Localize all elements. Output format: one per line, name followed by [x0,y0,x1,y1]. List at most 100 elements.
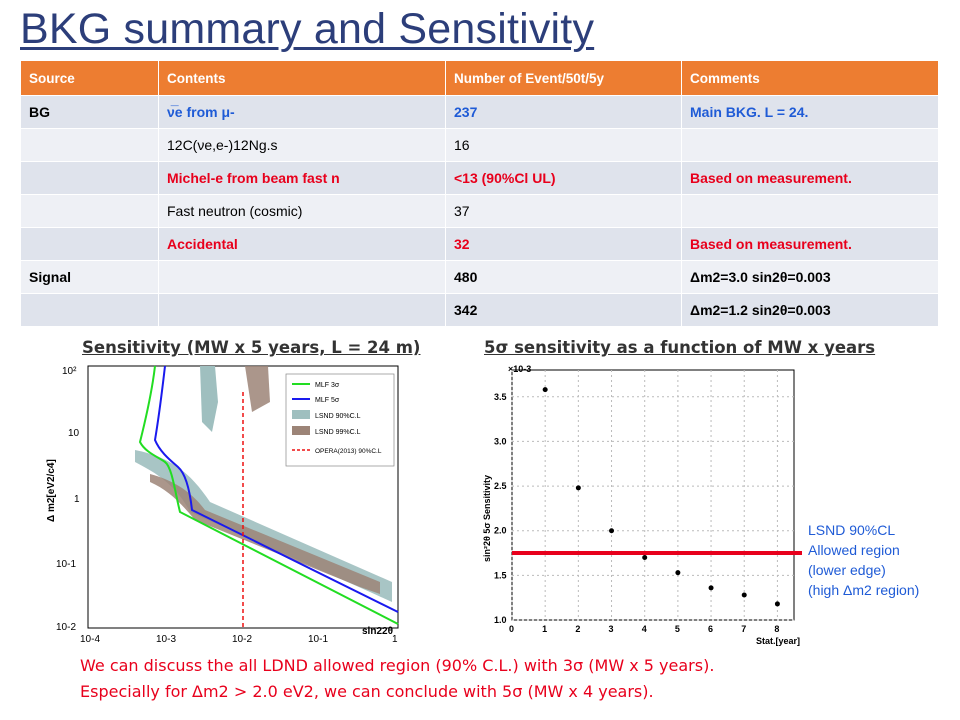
data-point [609,528,615,534]
x-tick: 10-4 [80,634,100,645]
y-tick: 10-2 [56,622,76,633]
table-row: 342 Δm2=1.2 sin2θ=0.003 [20,293,939,327]
header-events: Number of Event/50t/5y [445,60,682,96]
x-tick: 1 [392,634,398,645]
x-tick-label: 8 [774,624,779,634]
sensitivity-vs-exposure-chart: ×10-3 sin²2θ 5σ Sensitivity Stat.[year] … [472,362,802,647]
right-plot-heading: 5σ sensitivity as a function of MW x yea… [484,338,876,357]
x-tick: 10-1 [308,634,328,645]
x-tick-label: 2 [575,624,580,634]
data-point [741,592,747,598]
cell-contents: Accidental [158,227,446,261]
cell-comments: Main BKG. L = 24. [681,95,939,129]
conclusion-text: We can discuss the all LDND allowed regi… [80,653,950,705]
cell-source [20,194,159,228]
cell-events: 237 [445,95,682,129]
conclusion-line-2: Especially for Δm2 > 2.0 eV2, we can con… [80,682,654,701]
cell-events: 32 [445,227,682,261]
cell-comments: Δm2=1.2 sin2θ=0.003 [681,293,939,327]
x-tick: 10-2 [232,634,252,645]
cell-source [20,128,159,162]
table-row: 12C(νe,e-)12Ng.s 16 [20,128,939,162]
cell-contents: ν̅e from μ- [158,95,446,129]
x-tick-label: 7 [741,624,746,634]
lsnd-90-region [150,474,380,594]
cell-source [20,161,159,195]
y-tick-label: 3.0 [494,436,507,446]
cell-events: <13 (90%Cl UL) [445,161,682,195]
lsnd-annotation: LSND 90%CL Allowed region (lower edge) (… [808,520,958,600]
data-point [642,555,648,560]
cell-events: 37 [445,194,682,228]
cell-source [20,293,159,327]
table-row: Michel-e from beam fast n <13 (90%Cl UL)… [20,161,939,195]
cell-comments: Based on measurement. [681,227,939,261]
table-row: Signal 480 Δm2=3.0 sin2θ=0.003 [20,260,939,294]
data-point [774,601,780,607]
mlf-3sigma-curve [138,365,399,625]
cell-source [20,227,159,261]
cell-events: 16 [445,128,682,162]
y-tick-label: 2.0 [494,526,507,536]
lsnd-top-region [200,366,218,432]
y-tick: 10-1 [56,559,76,570]
cell-events: 342 [445,293,682,327]
cell-events: 480 [445,260,682,294]
legend-lsnd90: LSND 90%C.L [315,413,361,420]
slide-title: BKG summary and Sensitivity [20,5,595,53]
data-point [575,485,581,491]
legend-mlf5: MLF 5σ [315,397,340,404]
data-point [542,387,548,393]
x-tick-label: 1 [542,624,547,634]
x-axis-label: sin22θ [362,626,393,637]
y-tick-label: 2.5 [494,481,507,491]
lsnd-annotation-line: (high Δm2 region) [808,582,920,598]
cell-comments [681,128,939,162]
y-tick: 10 [68,428,80,439]
lsnd-annotation-line: LSND 90%CL [808,522,896,538]
y-tick-label: 1.0 [494,615,507,625]
cell-source: Signal [20,260,159,294]
y-axis-label: sin²2θ 5σ Sensitivity [482,475,492,562]
lsnd-top-region-2 [245,366,270,412]
y-tick-label: 1.5 [494,570,507,580]
header-source: Source [20,60,159,96]
x-tick-label: 3 [609,624,614,634]
x-tick-label: 4 [642,624,647,634]
cell-source: BG [20,95,159,129]
data-point [675,570,681,576]
cell-contents [158,293,446,327]
legend-opera: OPERA(2013) 90%C.L [315,448,382,455]
y-axis-label: Δ m2[eV2/c4] [46,459,57,522]
legend-lsnd99: LSND 99%C.L [315,429,361,436]
conclusion-line-1: We can discuss the all LDND allowed regi… [80,656,715,675]
y-tick: 1 [74,494,80,505]
table-row: Accidental 32 Based on measurement. [20,227,939,261]
x-tick: 10-3 [156,634,176,645]
table-row: Fast neutron (cosmic) 37 [20,194,939,228]
background-summary-table: Source Contents Number of Event/50t/5y C… [20,60,939,327]
data-point [708,585,714,591]
lsnd-annotation-line: (lower edge) [808,562,886,578]
cell-comments: Δm2=3.0 sin2θ=0.003 [681,260,939,294]
x-tick-label: 0 [509,624,514,634]
header-comments: Comments [681,60,939,96]
x-tick-label: 6 [708,624,713,634]
x-axis-label: Stat.[year] [756,636,800,646]
x-tick-label: 5 [675,624,680,634]
cell-contents: 12C(νe,e-)12Ng.s [158,128,446,162]
cell-contents: Michel-e from beam fast n [158,161,446,195]
cell-contents [158,260,446,294]
cell-comments: Based on measurement. [681,161,939,195]
y-tick: 10² [62,366,77,377]
y-exponent-label: ×10-3 [508,364,531,374]
left-plot-heading: Sensitivity (MW x 5 years, L = 24 m) [82,338,421,357]
cell-comments [681,194,939,228]
plot-frame [511,369,795,621]
table-header-row: Source Contents Number of Event/50t/5y C… [20,60,939,96]
cell-contents: Fast neutron (cosmic) [158,194,446,228]
table-row: BG ν̅e from μ- 237 Main BKG. L = 24. [20,95,939,129]
legend-mlf3: MLF 3σ [315,382,340,389]
header-contents: Contents [158,60,446,96]
sensitivity-contour-plot: MLF 3σ MLF 5σ LSND 90%C.L LSND 99%C.L OP… [40,362,420,647]
